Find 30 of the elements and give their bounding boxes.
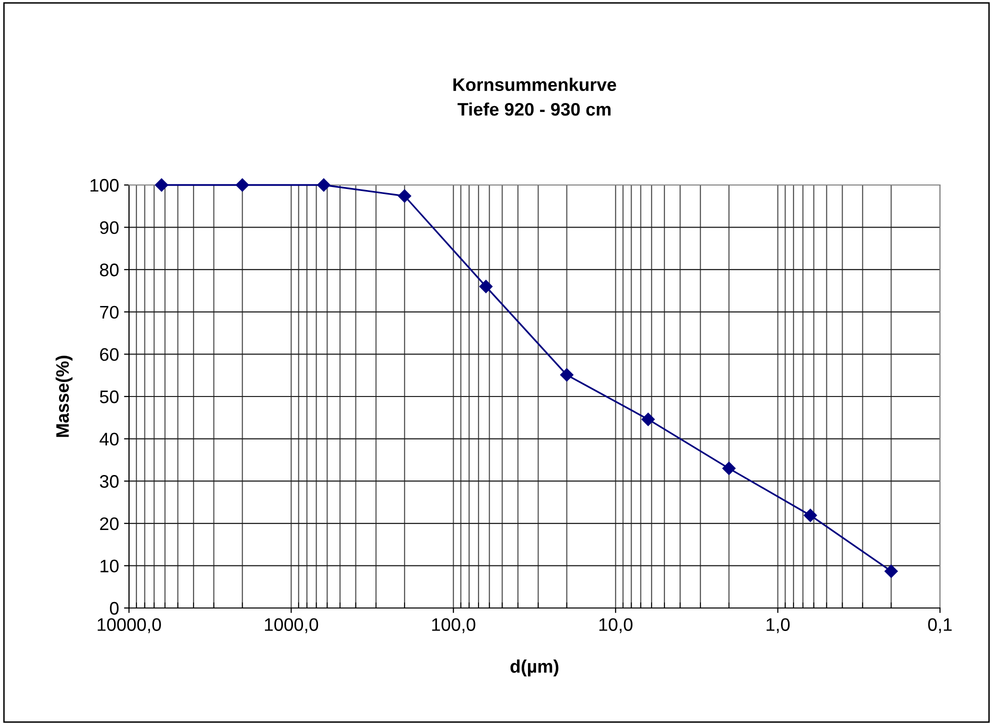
x-tick-label: 1000,0 <box>264 618 318 634</box>
point <box>642 412 655 426</box>
point <box>804 508 817 522</box>
y-tick-label: 30 <box>100 475 119 488</box>
x-tick-label: 0,1 <box>928 618 952 634</box>
x-tick-label: 100,0 <box>432 618 476 634</box>
y-tick-label: 20 <box>100 517 119 530</box>
y-tick-label: 100 <box>90 178 119 192</box>
y-tick-label: 70 <box>100 306 119 319</box>
x-axis-title: d(µm) <box>510 660 558 676</box>
y-axis-title: Masse(%) <box>56 356 72 437</box>
y-tick-label: 50 <box>100 390 119 404</box>
point <box>884 564 898 578</box>
y-tick-label: 10 <box>100 560 119 572</box>
chart-title: Kornsummenkurve Tiefe 920 - 930 cm <box>453 78 616 116</box>
point <box>236 178 249 192</box>
point <box>722 462 736 475</box>
y-tick-label: 80 <box>100 264 119 276</box>
x-tick-label: 10000,0 <box>98 618 161 634</box>
x-tick-label: 1,0 <box>766 618 790 634</box>
point <box>398 189 412 203</box>
y-tick-label: 90 <box>100 221 119 234</box>
point <box>479 280 493 294</box>
x-tick-label: 10,0 <box>599 618 632 634</box>
y-tick-label: 60 <box>100 348 119 361</box>
point <box>560 368 574 382</box>
point <box>154 178 168 192</box>
point <box>317 178 330 192</box>
y-tick-label: 40 <box>100 432 119 446</box>
y-tick-label: 0 <box>110 602 119 615</box>
